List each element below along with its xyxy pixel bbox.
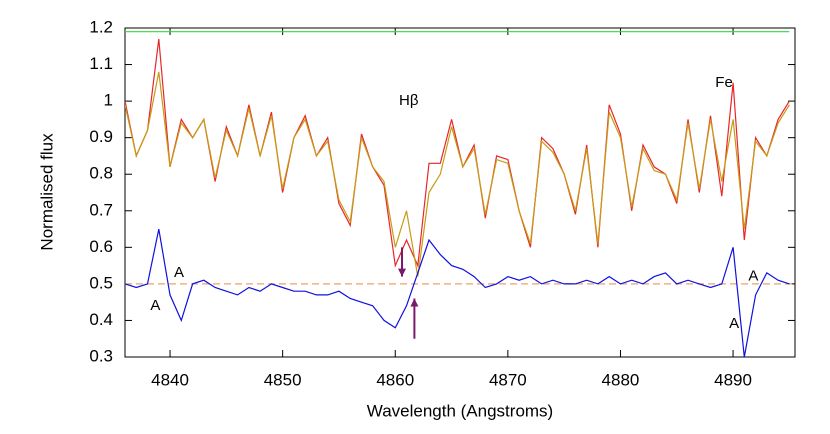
y-axis-label: Normalised flux bbox=[37, 133, 56, 251]
annotation: Hβ bbox=[399, 92, 419, 109]
x-tick-label: 4870 bbox=[489, 370, 527, 389]
y-tick-label: 1.1 bbox=[89, 54, 113, 73]
y-tick-label: 0.6 bbox=[89, 237, 113, 256]
arrow-head bbox=[398, 268, 407, 277]
annotation: Fe bbox=[715, 74, 733, 91]
plot-frame bbox=[124, 27, 796, 358]
annotation: A bbox=[174, 264, 184, 281]
x-tick-label: 4860 bbox=[376, 370, 414, 389]
y-tick-label: 0.7 bbox=[89, 200, 113, 219]
annotation: A bbox=[748, 268, 758, 285]
series-line bbox=[125, 228, 790, 357]
x-tick-label: 4890 bbox=[714, 370, 752, 389]
x-axis-label: Wavelength (Angstroms) bbox=[367, 401, 553, 420]
y-tick-label: 0.5 bbox=[89, 273, 113, 292]
y-tick-label: 0.8 bbox=[89, 164, 113, 183]
x-tick-label: 4880 bbox=[602, 370, 640, 389]
x-tick-label: 4850 bbox=[264, 370, 302, 389]
arrow-head bbox=[410, 298, 419, 307]
y-tick-label: 0.4 bbox=[89, 310, 113, 329]
y-tick-label: 1.2 bbox=[89, 17, 113, 36]
annotation: A bbox=[150, 297, 160, 314]
y-tick-label: 0.3 bbox=[89, 346, 113, 365]
y-tick-label: 0.9 bbox=[89, 127, 113, 146]
x-tick-label: 4840 bbox=[151, 370, 189, 389]
annotation: A bbox=[729, 315, 739, 332]
series-line bbox=[125, 71, 790, 277]
y-tick-label: 1 bbox=[104, 91, 113, 110]
series-line bbox=[125, 38, 790, 268]
